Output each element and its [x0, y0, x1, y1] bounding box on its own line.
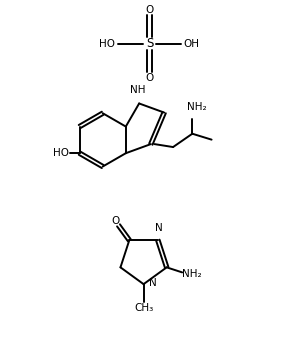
Text: OH: OH: [184, 39, 199, 48]
Text: O: O: [111, 216, 119, 225]
Text: O: O: [145, 4, 154, 15]
Text: NH₂: NH₂: [187, 102, 207, 113]
Text: N: N: [149, 278, 157, 288]
Text: S: S: [146, 37, 153, 50]
Text: NH: NH: [130, 85, 145, 95]
Text: HO: HO: [53, 148, 69, 158]
Text: O: O: [145, 73, 154, 83]
Text: N: N: [155, 223, 163, 233]
Text: CH₃: CH₃: [134, 303, 153, 314]
Text: NH₂: NH₂: [182, 269, 202, 279]
Text: HO: HO: [100, 39, 115, 48]
